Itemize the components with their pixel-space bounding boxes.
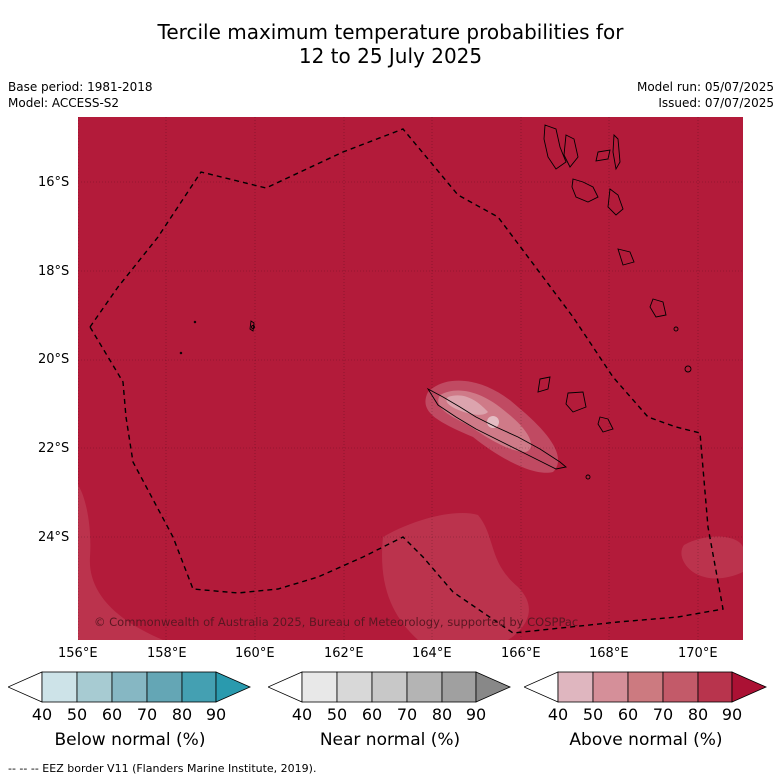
lon-label-170e: 170°E xyxy=(678,646,718,661)
vanuatu-island-8 xyxy=(649,298,667,318)
vanuatu-island-6 xyxy=(607,188,624,216)
lon-label-158e: 158°E xyxy=(147,646,187,661)
above-tick-60: 60 xyxy=(617,705,639,724)
vanuatu-island-4 xyxy=(571,178,599,203)
vanuatu-island-1 xyxy=(543,124,567,170)
eez-footnote: -- -- -- EEZ border V11 (Flanders Marine… xyxy=(8,762,317,775)
lon-label-166e: 166°E xyxy=(501,646,541,661)
below-tick-90: 90 xyxy=(205,705,227,724)
near-tick-90: 90 xyxy=(465,705,487,724)
model-run: Model run: 05/07/2025 xyxy=(636,80,774,94)
vanuatu-island-2 xyxy=(563,134,579,168)
below-tick-70: 70 xyxy=(136,705,158,724)
lower-probability-patches xyxy=(78,485,743,640)
near-tick-70: 70 xyxy=(396,705,418,724)
below-tick-60: 60 xyxy=(101,705,123,724)
near-tick-40: 40 xyxy=(291,705,313,724)
lon-label-162e: 162°E xyxy=(324,646,364,661)
above-tick-80: 80 xyxy=(687,705,709,724)
graticule xyxy=(78,117,743,640)
lat-label-22s: 22°S xyxy=(38,441,70,456)
eez-border xyxy=(89,128,724,634)
lat-label-18s: 18°S xyxy=(38,264,70,279)
islands xyxy=(179,124,692,480)
lat-label-16s: 16°S xyxy=(38,175,70,190)
colorbar-near-normal xyxy=(268,671,511,703)
above-tick-70: 70 xyxy=(652,705,674,724)
probability-map: © Commonwealth of Australia 2025, Bureau… xyxy=(78,117,743,640)
vanuatu-island-5 xyxy=(612,133,621,171)
below-tick-50: 50 xyxy=(66,705,88,724)
vanuatu-island-3 xyxy=(595,149,611,162)
loyalty-island-2 xyxy=(565,391,587,413)
map-copyright: © Commonwealth of Australia 2025, Bureau… xyxy=(94,615,578,629)
near-tick-80: 80 xyxy=(431,705,453,724)
colorbar-below-normal xyxy=(8,671,251,703)
map-title-line1: Tercile maximum temperature probabilitie… xyxy=(157,20,624,44)
lon-label-160e: 160°E xyxy=(235,646,275,661)
lon-label-168e: 168°E xyxy=(589,646,629,661)
near-normal-label: Near normal (%) xyxy=(319,730,461,750)
lon-label-164e: 164°E xyxy=(412,646,452,661)
issued-date: Issued: 07/07/2025 xyxy=(658,96,774,110)
colorbar-above-normal xyxy=(524,671,767,703)
near-tick-50: 50 xyxy=(326,705,348,724)
above-tick-90: 90 xyxy=(721,705,743,724)
vanuatu-island-7 xyxy=(617,248,635,266)
model-name: Model: ACCESS-S2 xyxy=(8,96,120,110)
below-tick-40: 40 xyxy=(31,705,53,724)
lon-label-156e: 156°E xyxy=(58,646,98,661)
base-period: Base period: 1981-2018 xyxy=(8,80,153,94)
above-tick-50: 50 xyxy=(582,705,604,724)
loyalty-island-3 xyxy=(597,416,614,433)
lat-label-24s: 24°S xyxy=(38,530,70,545)
loyalty-island-1 xyxy=(537,376,551,393)
new-caledonia-island xyxy=(426,387,568,470)
below-normal-label: Below normal (%) xyxy=(54,730,206,750)
below-tick-80: 80 xyxy=(171,705,193,724)
above-tick-40: 40 xyxy=(547,705,569,724)
lat-label-20s: 20°S xyxy=(38,352,70,367)
near-tick-60: 60 xyxy=(361,705,383,724)
above-normal-label: Above normal (%) xyxy=(569,730,723,750)
map-title-line2: 12 to 25 July 2025 xyxy=(298,44,483,68)
